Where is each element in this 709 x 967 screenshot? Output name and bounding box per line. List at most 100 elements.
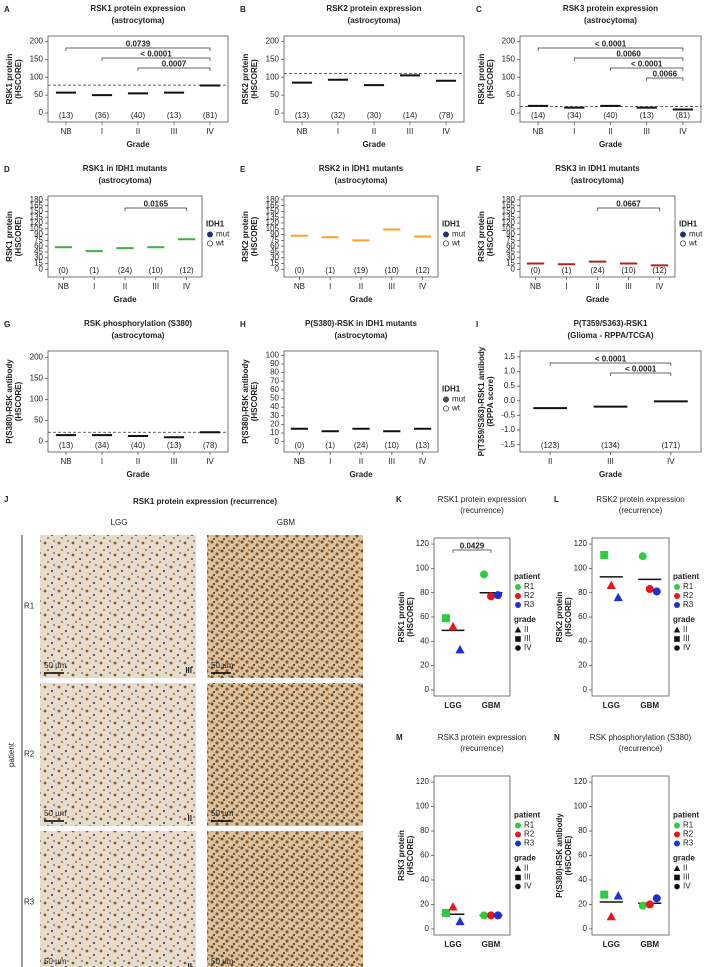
x-tick-label: IV (206, 127, 214, 136)
group-count: (34) (567, 111, 582, 120)
group-count: (36) (95, 111, 110, 120)
y-tick-label: 120 (574, 777, 588, 786)
group-count: (12) (179, 266, 194, 275)
group-count: (78) (203, 441, 218, 450)
y-axis-label: RSK3 protein (397, 830, 406, 881)
significance-bracket (101, 57, 211, 61)
x-tick-label: III (388, 282, 395, 291)
legend-label: II (683, 625, 687, 634)
x-axis-label: Grade (126, 470, 150, 479)
y-axis-label: (HSCORE) (14, 216, 23, 256)
y-tick-label: 150 (266, 54, 280, 63)
data-point (645, 585, 654, 594)
legend-label: IV (524, 882, 532, 891)
group-count: (30) (367, 111, 382, 120)
x-tick-label: II (608, 127, 612, 136)
legend-swatch (443, 405, 449, 412)
legend-swatch (443, 396, 449, 403)
y-tick-label: 0 (39, 437, 44, 446)
plot-frame (47, 35, 229, 123)
y-axis-label: RSK1 protein (397, 592, 406, 643)
group-count: (10) (149, 266, 164, 275)
y-tick-label: 60 (506, 241, 515, 250)
legend-swatch (443, 231, 449, 238)
legend-label: mut (216, 230, 230, 239)
group-count: (13) (167, 111, 182, 120)
y-tick-label: 90 (506, 230, 515, 239)
y-axis-label: (HSCORE) (14, 59, 23, 99)
legend-swatch (674, 831, 680, 838)
legend-label: R3 (524, 839, 535, 848)
x-tick-label: I (337, 127, 339, 136)
y-tick-label: 50 (270, 90, 279, 99)
panel-title: RSK phosphorylation (S380) (84, 319, 192, 328)
panel-letter: L (554, 495, 559, 504)
group-count: (13) (415, 441, 430, 450)
y-tick-label: 1.0 (504, 367, 516, 376)
significance-bracket (646, 77, 684, 81)
legend-label: R2 (524, 591, 535, 600)
p-value: < 0.0001 (595, 355, 627, 364)
data-point (600, 890, 609, 899)
x-tick-label: I (93, 282, 95, 291)
x-tick-label: NB (60, 127, 71, 136)
data-point (455, 645, 465, 654)
y-tick-label: 60 (578, 851, 587, 860)
y-tick-label: 120 (416, 539, 430, 548)
micrograph (40, 683, 196, 826)
y-tick-label: 165 (266, 201, 280, 210)
x-tick-label: GBM (640, 940, 659, 949)
y-tick-label: 0 (511, 264, 516, 273)
y-tick-label: 0 (425, 924, 430, 933)
group-count: (14) (403, 111, 418, 120)
significance-bracket (597, 207, 660, 211)
legend-swatch (674, 593, 680, 599)
group-count: (24) (354, 441, 369, 450)
legend-swatch (515, 874, 521, 881)
y-tick-label: 180 (30, 195, 44, 204)
legend-swatch (674, 840, 680, 847)
y-tick-label: 200 (30, 36, 44, 45)
y-tick-label: 20 (578, 661, 587, 670)
y-tick-label: 15 (34, 259, 43, 268)
legend-swatch (515, 636, 521, 642)
legend-label: II (683, 864, 687, 873)
x-axis-label: Grade (586, 295, 610, 304)
legend-swatch (515, 593, 521, 599)
x-tick-label: II (136, 457, 140, 466)
y-tick-label: 150 (30, 54, 44, 63)
significance-bracket (65, 47, 211, 51)
significance-bracket (610, 372, 672, 376)
column-label: GBM (277, 518, 296, 527)
y-axis-label: (HSCORE) (250, 216, 259, 256)
panel-letter: H (240, 320, 246, 329)
legend-label: mut (452, 395, 466, 404)
y-tick-label: 120 (416, 777, 430, 786)
legend-swatch (673, 626, 681, 633)
side-label: patient (7, 742, 16, 767)
data-point (638, 552, 647, 561)
x-tick-label: III (171, 127, 178, 136)
y-tick-label: 100 (502, 72, 516, 81)
x-tick-label: LGG (603, 940, 620, 949)
y-tick-label: 100 (416, 802, 430, 811)
y-axis-label: RSK2 protein (241, 211, 250, 262)
p-value: 0.0007 (162, 60, 187, 69)
legend-swatch (674, 883, 680, 890)
legend-label: R1 (524, 821, 535, 830)
significance-bracket (573, 57, 684, 61)
y-axis-label: (HSCORE) (564, 835, 573, 875)
y-tick-label: 180 (502, 195, 516, 204)
y-tick-label: 100 (574, 563, 588, 572)
data-point (448, 902, 458, 911)
y-tick-label: 120 (574, 539, 588, 548)
panel-title: (astrocytoma) (335, 331, 388, 340)
panel-title: RSK2 protein expression (326, 4, 421, 13)
y-tick-label: 40 (270, 402, 279, 411)
data-point (480, 911, 488, 920)
y-tick-label: 135 (266, 212, 280, 221)
significance-bracket (452, 549, 492, 553)
data-point (480, 570, 488, 579)
y-axis-label: RSK3 protein (477, 211, 486, 262)
